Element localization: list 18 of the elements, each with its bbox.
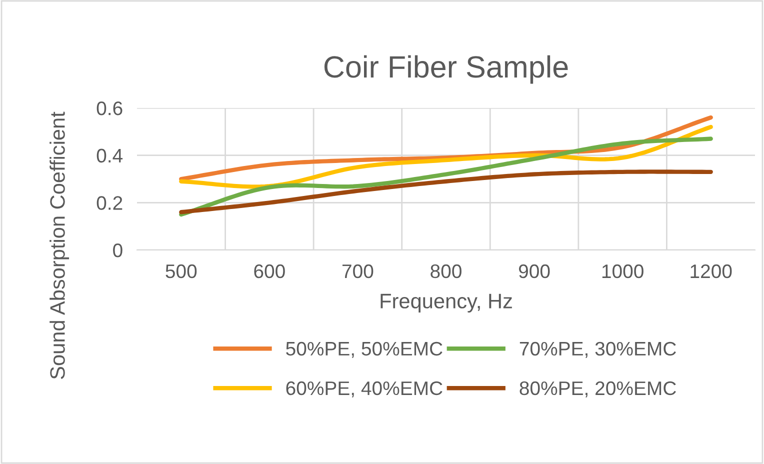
x-tick-label: 600 xyxy=(254,264,285,278)
legend-label: 50%PE, 50%EMC xyxy=(286,342,442,358)
legend-label: 70%PE, 30%EMC xyxy=(520,342,676,358)
x-tick-label: 700 xyxy=(342,264,374,278)
legend-label: 60%PE, 40%EMC xyxy=(286,381,442,398)
y-tick-label: 0.2 xyxy=(96,196,122,210)
chart-title: Coir Fiber Sample xyxy=(324,55,568,84)
y-tick-label: 0.4 xyxy=(96,148,123,163)
y-tick-label: 0.6 xyxy=(96,101,122,116)
x-tick-label: 1200 xyxy=(690,264,732,278)
x-tick-label: 900 xyxy=(518,264,550,278)
x-tick-label: 500 xyxy=(166,264,197,278)
x-tick-label: 800 xyxy=(430,264,462,278)
x-axis-title: Frequency, Hz xyxy=(380,294,512,313)
y-axis-title: Sound Absorption Coefficient xyxy=(50,112,70,379)
x-tick-label: 1000 xyxy=(602,264,644,278)
y-tick-label: 0 xyxy=(113,243,122,258)
legend-label: 80%PE, 20%EMC xyxy=(520,381,676,398)
